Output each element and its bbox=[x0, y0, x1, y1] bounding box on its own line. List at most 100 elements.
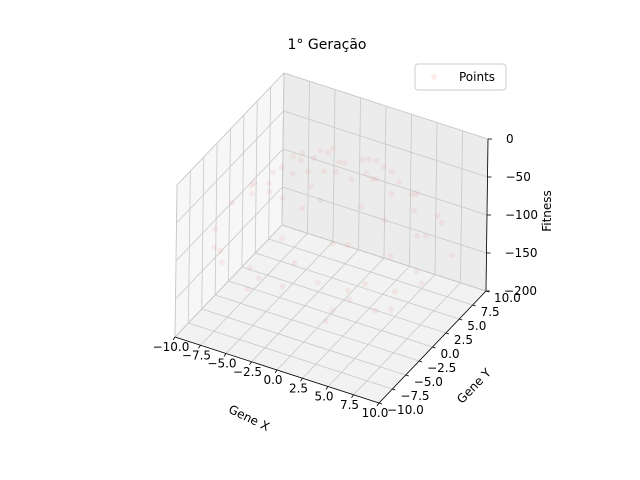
grid-line-z-left bbox=[176, 110, 284, 224]
grid-line-y-floor bbox=[215, 294, 420, 362]
data-point bbox=[423, 233, 429, 240]
y-tick-label: 7.5 bbox=[481, 305, 500, 319]
y-tick bbox=[378, 402, 383, 405]
data-point bbox=[314, 279, 321, 286]
data-point bbox=[418, 280, 425, 287]
x-tick-label: 2.5 bbox=[289, 381, 308, 395]
legend-marker-points bbox=[431, 74, 437, 80]
data-point bbox=[217, 247, 224, 254]
data-point bbox=[322, 318, 329, 325]
data-point bbox=[278, 164, 285, 171]
y-tick bbox=[405, 374, 409, 377]
grid-line-y-floor bbox=[201, 308, 406, 376]
x-tick-label: −2.5 bbox=[233, 365, 262, 379]
data-point bbox=[289, 170, 296, 177]
data-point bbox=[246, 264, 253, 271]
data-point bbox=[279, 194, 286, 201]
x-tick bbox=[376, 402, 380, 407]
z-tick-label: −150 bbox=[505, 246, 538, 260]
data-point bbox=[365, 155, 372, 162]
data-point bbox=[413, 268, 420, 275]
data-point bbox=[369, 175, 376, 182]
x-axis-label: Gene X bbox=[226, 402, 271, 434]
data-point bbox=[299, 205, 306, 212]
grid-line-z-left bbox=[175, 186, 283, 300]
data-point bbox=[279, 236, 286, 242]
x-tick bbox=[172, 336, 176, 341]
data-point bbox=[266, 188, 273, 195]
x-tick-label: 7.5 bbox=[340, 398, 359, 412]
grid-line-z-left bbox=[175, 148, 284, 262]
data-point bbox=[249, 191, 256, 197]
legend-label-points: Points bbox=[459, 70, 495, 84]
x-tick bbox=[351, 394, 354, 398]
data-point bbox=[248, 182, 255, 189]
data-point bbox=[266, 180, 272, 187]
legend: Points bbox=[414, 63, 507, 91]
y-tick-label: 10.0 bbox=[494, 291, 521, 305]
y-tick bbox=[459, 318, 463, 321]
data-point bbox=[336, 159, 343, 166]
data-point bbox=[333, 168, 340, 175]
x-tick-label: 0.0 bbox=[263, 373, 282, 387]
data-point bbox=[291, 260, 298, 267]
grid-line-z-back bbox=[282, 148, 488, 216]
data-point bbox=[330, 145, 337, 152]
chart-title: 1° Geração bbox=[288, 37, 367, 53]
data-point bbox=[251, 180, 258, 187]
data-point bbox=[244, 285, 251, 292]
data-point bbox=[373, 157, 380, 164]
data-point bbox=[372, 307, 379, 314]
grid-line-z-back bbox=[283, 72, 489, 140]
data-point bbox=[361, 280, 368, 287]
z-tick-label: 0 bbox=[506, 132, 514, 146]
data-point bbox=[218, 259, 225, 266]
data-point bbox=[359, 156, 366, 163]
data-point bbox=[346, 296, 353, 303]
y-tick-label: 5.0 bbox=[467, 319, 486, 333]
data-point bbox=[325, 149, 332, 156]
legend-frame bbox=[414, 63, 507, 91]
axes: −10.0−7.5−5.0−2.50.02.55.07.510.0−10.0−7… bbox=[153, 132, 538, 420]
grid-line-z-back bbox=[281, 224, 487, 292]
grid-line-z-left bbox=[176, 72, 285, 186]
data-point bbox=[387, 253, 394, 260]
data-point bbox=[342, 159, 348, 166]
z-tick-label: −200 bbox=[504, 284, 537, 298]
y-tick bbox=[432, 346, 436, 349]
data-point bbox=[320, 168, 327, 175]
data-point bbox=[381, 217, 388, 224]
x-tick bbox=[325, 386, 329, 390]
y-tick bbox=[445, 332, 450, 335]
data-point bbox=[330, 240, 336, 247]
data-point bbox=[388, 191, 395, 198]
x-tick bbox=[300, 378, 303, 382]
y-tick-label: −10.0 bbox=[387, 403, 424, 417]
grid-line-y-floor bbox=[255, 252, 460, 320]
data-point bbox=[279, 283, 286, 290]
z-tick-label: −50 bbox=[506, 170, 531, 184]
data-point bbox=[348, 176, 355, 183]
grid-line-z-back bbox=[282, 186, 487, 254]
data-point bbox=[373, 175, 380, 182]
data-point bbox=[392, 288, 399, 295]
x-tick-label: −5.0 bbox=[207, 357, 236, 371]
grid-lines bbox=[174, 72, 489, 404]
y-tick-label: −5.0 bbox=[414, 375, 443, 389]
data-point bbox=[434, 212, 441, 219]
data-point bbox=[357, 204, 364, 211]
data-point bbox=[380, 163, 387, 170]
data-point bbox=[228, 199, 235, 206]
data-point bbox=[388, 168, 395, 175]
data-point bbox=[270, 169, 276, 176]
data-point bbox=[298, 157, 305, 164]
data-point bbox=[344, 242, 351, 248]
data-point bbox=[211, 244, 218, 251]
grid-line-z-left bbox=[174, 224, 283, 338]
data-point bbox=[290, 153, 297, 160]
x-tick-label: 10.0 bbox=[362, 406, 389, 420]
data-point bbox=[299, 149, 306, 156]
data-point bbox=[363, 170, 370, 177]
y-tick bbox=[392, 388, 396, 391]
